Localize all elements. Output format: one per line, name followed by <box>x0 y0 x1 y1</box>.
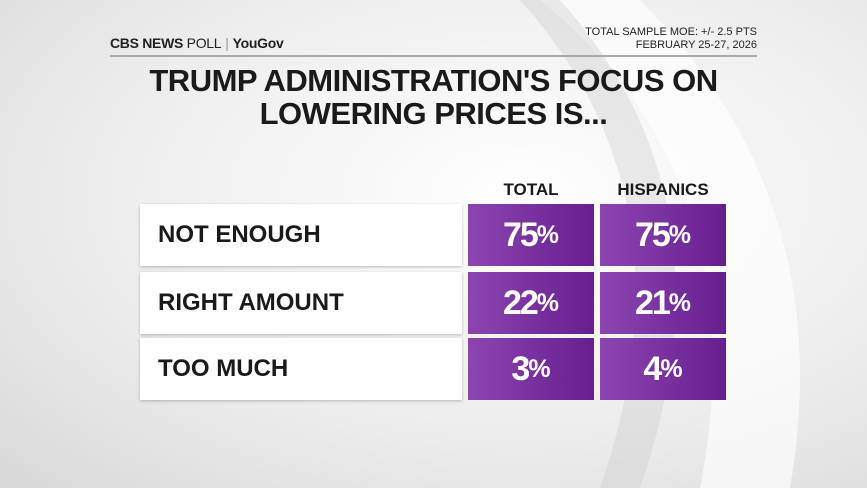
row-label: TOO MUCH <box>140 338 462 400</box>
moe-info: TOTAL SAMPLE MOE: +/- 2.5 PTS FEBRUARY 25… <box>500 26 757 52</box>
value-cell: 75% <box>600 204 726 266</box>
column-header: TOTAL <box>503 180 559 199</box>
value-cell: 21% <box>600 272 726 334</box>
value-cell: 22% <box>468 272 594 334</box>
moe-text: TOTAL SAMPLE MOE: +/- 2.5 PTS <box>585 26 757 38</box>
poll-date: FEBRUARY 25-27, 2026 <box>635 39 757 51</box>
cbs-yougov-logo: CBS NEWS POLL | YouGov <box>110 35 284 51</box>
value-cell: 75% <box>468 204 594 266</box>
row-label: NOT ENOUGH <box>140 204 462 266</box>
value-cell: 4% <box>600 338 726 400</box>
value-cell: 3% <box>468 338 594 400</box>
header-divider <box>110 55 757 57</box>
chart-title: TRUMP ADMINISTRATION'S FOCUS ON LOWERING… <box>149 63 718 131</box>
row-label: RIGHT AMOUNT <box>140 272 462 334</box>
column-header: HISPANICS <box>617 180 709 199</box>
